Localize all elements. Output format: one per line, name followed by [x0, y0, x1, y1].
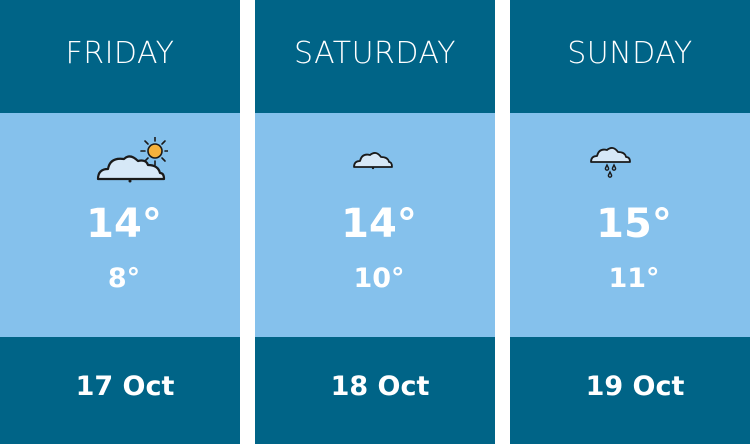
date-footer: 17 Oct — [0, 337, 240, 444]
day-card-sunday: SUNDAY 15° 11° 19 Oct — [510, 0, 750, 444]
day-header: SATURDAY — [255, 0, 495, 113]
high-temperature: 14° — [86, 201, 162, 247]
forecast-body: 14° 8° — [0, 113, 240, 337]
date-label: 18 Oct — [330, 371, 430, 402]
date-label: 17 Oct — [75, 371, 175, 402]
low-temperature: 10° — [353, 263, 405, 294]
day-header: SUNDAY — [510, 0, 750, 113]
partly-cloudy-icon — [96, 137, 168, 183]
cloud-icon — [353, 152, 393, 170]
day-card-friday: FRIDAY 14° 8° 17 Oct — [0, 0, 240, 444]
low-temperature: 11° — [608, 263, 660, 294]
low-temperature: 8° — [107, 263, 141, 294]
day-name: FRIDAY — [65, 36, 175, 71]
high-temperature: 15° — [596, 201, 672, 247]
day-name: SATURDAY — [293, 36, 456, 71]
forecast-body: 14° 10° — [255, 113, 495, 337]
rain-cloud-icon — [590, 147, 631, 178]
day-name: SUNDAY — [567, 36, 693, 71]
day-header: FRIDAY — [0, 0, 240, 113]
date-footer: 18 Oct — [255, 337, 495, 444]
date-footer: 19 Oct — [510, 337, 750, 444]
day-card-saturday: SATURDAY 14° 10° 18 Oct — [255, 0, 495, 444]
forecast-body: 15° 11° — [510, 113, 750, 337]
high-temperature: 14° — [341, 201, 417, 247]
date-label: 19 Oct — [585, 371, 685, 402]
